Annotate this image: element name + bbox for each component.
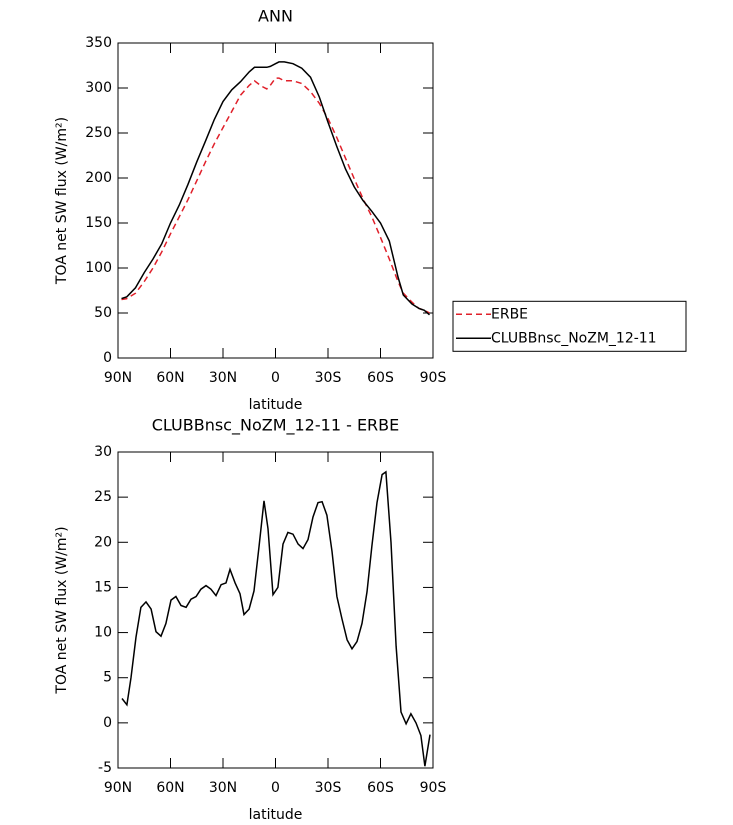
- x-tick-label: 90S: [420, 780, 447, 796]
- y-tick-label: 250: [85, 125, 112, 141]
- chart-title: ANN: [258, 7, 293, 26]
- x-tick-label: 0: [271, 370, 280, 386]
- y-tick-label: 15: [94, 579, 112, 595]
- y-tick-label: -5: [98, 760, 112, 776]
- y-tick-label: 300: [85, 80, 112, 96]
- x-axis-label: latitude: [249, 807, 303, 823]
- y-axis-label: TOA net SW flux (W/m²): [54, 526, 70, 694]
- x-tick-label: 90S: [420, 370, 447, 386]
- x-tick-label: 30N: [209, 780, 237, 796]
- y-tick-label: 20: [94, 534, 112, 550]
- x-tick-label: 60N: [156, 780, 184, 796]
- series-line: [121, 77, 430, 314]
- x-tick-label: 90N: [104, 370, 132, 386]
- x-tick-label: 60S: [367, 780, 394, 796]
- y-tick-label: 30: [94, 444, 112, 460]
- legend-box: [452, 300, 687, 352]
- x-axis-label: latitude: [249, 397, 303, 413]
- y-tick-label: 5: [103, 670, 112, 686]
- series-line: [121, 61, 430, 316]
- y-tick-label: 10: [94, 625, 112, 641]
- y-tick-label: 0: [103, 715, 112, 731]
- x-tick-label: 60N: [156, 370, 184, 386]
- y-tick-label: 100: [85, 260, 112, 276]
- y-tick-label: 0: [103, 350, 112, 366]
- x-tick-label: 30S: [315, 370, 342, 386]
- y-axis-label: TOA net SW flux (W/m²): [54, 117, 70, 285]
- x-tick-label: 0: [271, 780, 280, 796]
- y-tick-label: 350: [85, 35, 112, 51]
- series-line: [121, 470, 431, 767]
- y-tick-label: 150: [85, 215, 112, 231]
- y-tick-label: 200: [85, 170, 112, 186]
- chart-title: CLUBBnsc_NoZM_12-11 - ERBE: [152, 416, 400, 436]
- x-tick-label: 60S: [367, 370, 394, 386]
- plot-frame: [117, 42, 434, 359]
- y-tick-label: 50: [94, 305, 112, 321]
- legend-label: CLUBBnsc_NoZM_12-11: [491, 330, 657, 346]
- x-tick-label: 30S: [315, 780, 342, 796]
- x-tick-label: 90N: [104, 780, 132, 796]
- plot-frame: [117, 451, 434, 769]
- y-tick-label: 25: [94, 489, 112, 505]
- legend-label: ERBE: [491, 306, 528, 322]
- x-tick-label: 30N: [209, 370, 237, 386]
